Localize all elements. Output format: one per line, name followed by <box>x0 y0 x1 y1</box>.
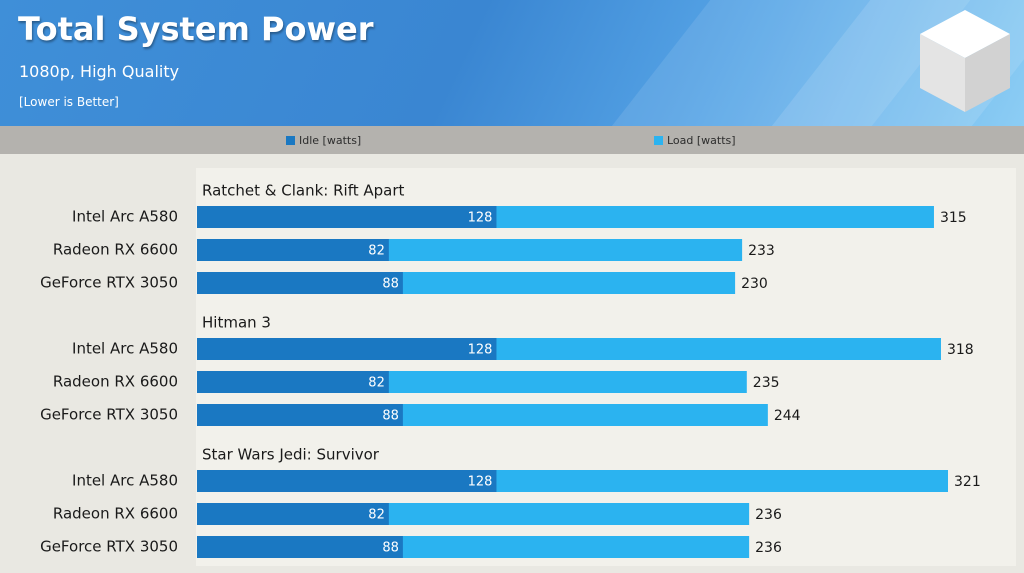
data-label-idle: 128 <box>468 475 493 490</box>
category-label: Intel Arc A580 <box>72 340 178 358</box>
plot-panel <box>196 168 1016 566</box>
cube-logo-icon <box>920 10 1010 112</box>
group-title: Hitman 3 <box>202 314 271 332</box>
data-label-load: 244 <box>774 408 801 424</box>
data-label-idle: 88 <box>382 541 399 556</box>
data-label-idle: 128 <box>468 211 493 226</box>
bar-idle <box>197 503 389 525</box>
data-label-idle: 128 <box>468 343 493 358</box>
category-label: GeForce RTX 3050 <box>40 538 178 556</box>
bar-idle <box>197 536 403 558</box>
group-title: Star Wars Jedi: Survivor <box>202 446 380 464</box>
chart-title: Total System Power <box>18 10 374 48</box>
chart-subtitle: 1080p, High Quality <box>19 62 180 81</box>
data-label-load: 235 <box>753 375 780 391</box>
bar-idle <box>197 239 389 261</box>
legend-label: Load [watts] <box>667 133 736 147</box>
chart-note: [Lower is Better] <box>19 95 119 109</box>
category-label: Intel Arc A580 <box>72 472 178 490</box>
bar-idle <box>197 206 497 228</box>
data-label-idle: 82 <box>368 244 385 259</box>
bar-idle <box>197 470 497 492</box>
bar-idle <box>197 338 497 360</box>
legend-item-load: Load [watts] <box>654 133 736 147</box>
group-title: Ratchet & Clank: Rift Apart <box>202 182 405 200</box>
data-label-load: 236 <box>755 507 782 523</box>
data-label-load: 321 <box>954 474 981 490</box>
bar-idle <box>197 371 389 393</box>
category-label: Radeon RX 6600 <box>53 373 178 391</box>
category-label: Radeon RX 6600 <box>53 241 178 259</box>
data-label-load: 236 <box>755 540 782 556</box>
legend-item-idle: Idle [watts] <box>286 133 361 147</box>
chart-header: Total System Power 1080p, High Quality [… <box>0 0 1024 126</box>
category-label: Radeon RX 6600 <box>53 505 178 523</box>
category-label: Intel Arc A580 <box>72 208 178 226</box>
data-label-load: 233 <box>748 243 775 259</box>
legend-swatch <box>654 135 663 145</box>
data-label-load: 230 <box>741 276 768 292</box>
data-label-load: 318 <box>947 342 974 358</box>
category-label: GeForce RTX 3050 <box>40 274 178 292</box>
data-label-load: 315 <box>940 210 967 226</box>
bar-idle <box>197 272 403 294</box>
data-label-idle: 82 <box>368 376 385 391</box>
data-label-idle: 82 <box>368 508 385 523</box>
data-label-idle: 88 <box>382 277 399 292</box>
bar-idle <box>197 404 403 426</box>
category-label: GeForce RTX 3050 <box>40 406 178 424</box>
legend: Idle [watts] Load [watts] <box>0 126 1024 154</box>
data-label-idle: 88 <box>382 409 399 424</box>
legend-swatch <box>286 135 295 145</box>
legend-label: Idle [watts] <box>299 133 362 147</box>
